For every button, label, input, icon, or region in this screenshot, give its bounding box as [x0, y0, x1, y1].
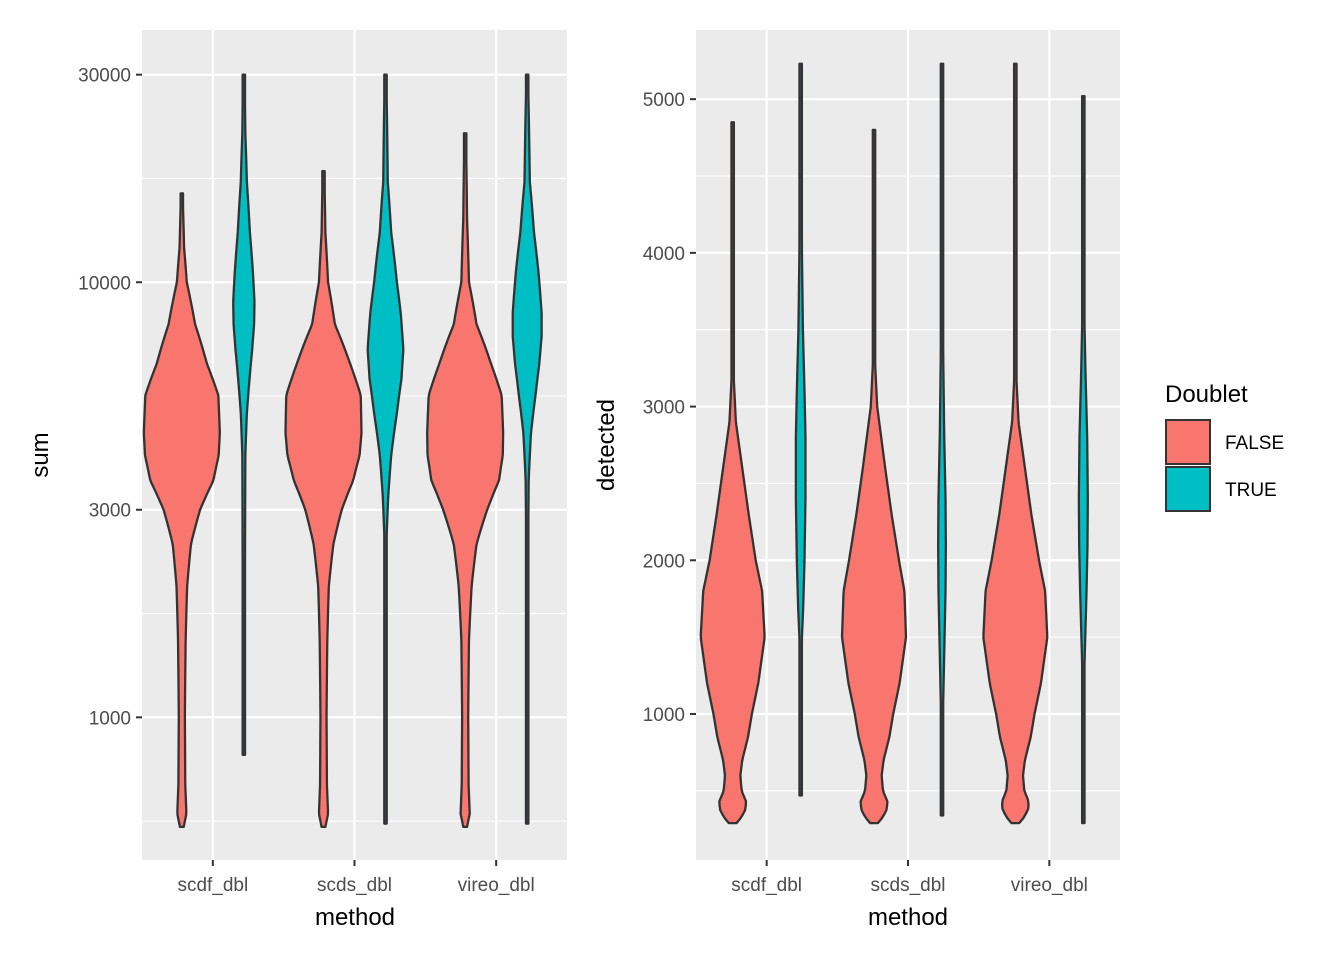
left-y-tick-label: 30000: [78, 66, 131, 87]
right-y-axis-title: detected: [593, 399, 620, 491]
violin-left-scdf_dbl-true: [232, 73, 256, 756]
right-y-tick-label: 1000: [643, 705, 685, 726]
right-y-tick-label: 3000: [643, 398, 685, 419]
violin-right-scdf_dbl-true: [794, 62, 807, 797]
left-x-axis-title: method: [315, 904, 395, 931]
violin-left-scds_dbl-true: [366, 73, 405, 825]
left-x-tick-label: scds_dbl: [317, 875, 392, 896]
legend: Doublet FALSE TRUE: [1165, 381, 1284, 512]
left-y-tick-label: 3000: [89, 501, 131, 522]
right-x-axis-title: method: [868, 904, 948, 931]
violin-left-scdf_dbl-false: [142, 192, 221, 829]
left-x-tick-label: vireo_dbl: [458, 875, 535, 896]
violin-right-scds_dbl-true: [937, 62, 947, 817]
left-y-axis-title: sum: [27, 432, 54, 477]
left-panel: 1000 3000 10000 30000 scdf_dbl scds_dbl vireo_…: [78, 30, 567, 896]
right-x-tick-label: scdf_dbl: [731, 875, 802, 896]
right-y-tick-label: 5000: [643, 90, 685, 111]
violin-right-scdf_dbl-false: [699, 121, 766, 825]
right-panel: 1000 2000 3000 4000 5000 scdf_dbl scds_dbl vire…: [643, 30, 1120, 896]
legend-label-true: TRUE: [1225, 480, 1277, 501]
violin-left-vireo_dbl-false: [426, 132, 505, 829]
left-y-tick-label: 10000: [78, 273, 131, 294]
legend-key-false: [1165, 419, 1211, 465]
legend-label-false: FALSE: [1225, 433, 1284, 454]
legend-key-true: [1165, 466, 1211, 512]
violin-right-vireo_dbl-false: [982, 62, 1049, 825]
violin-left-vireo_dbl-true: [511, 73, 543, 825]
right-y-tick-label: 2000: [643, 551, 685, 572]
violin-left-scds_dbl-false: [284, 170, 363, 829]
right-y-tick-label: 4000: [643, 244, 685, 265]
right-x-tick-label: vireo_dbl: [1011, 875, 1088, 896]
violin-right-vireo_dbl-true: [1077, 94, 1089, 825]
right-x-tick-label: scds_dbl: [871, 875, 946, 896]
legend-title: Doublet: [1165, 381, 1248, 408]
left-y-tick-label: 1000: [89, 708, 131, 729]
violin-right-scds_dbl-false: [840, 128, 908, 825]
left-x-tick-label: scdf_dbl: [177, 875, 248, 896]
